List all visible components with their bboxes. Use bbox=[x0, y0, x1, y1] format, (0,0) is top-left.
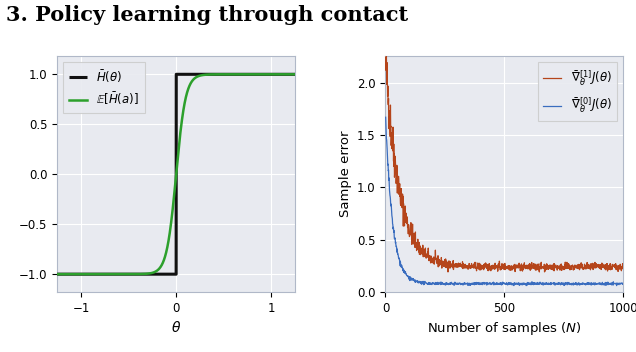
$\mathbb{E}[\bar{H}(a)]$ bbox=[291, 72, 299, 76]
$\bar{\nabla}_{\theta}^{[0]}J(\theta)$ bbox=[545, 282, 553, 286]
$\bar{\nabla}_{\theta}^{[1]}J(\theta)$ bbox=[572, 265, 579, 269]
$\bar{\nabla}_{\theta}^{[1]}J(\theta)$ bbox=[487, 265, 494, 269]
$\bar{\nabla}_{\theta}^{[1]}J(\theta)$ bbox=[546, 264, 553, 268]
$\bar{H}(\theta)$ bbox=[66, 272, 73, 276]
Legend: $\bar{H}(\theta)$, $\mathbb{E}[\bar{H}(a)]$: $\bar{H}(\theta)$, $\mathbb{E}[\bar{H}(a… bbox=[63, 62, 145, 113]
Y-axis label: Sample error: Sample error bbox=[338, 131, 352, 218]
$\bar{\nabla}_{\theta}^{[0]}J(\theta)$ bbox=[478, 281, 486, 285]
$\bar{H}(\theta)$ bbox=[194, 72, 202, 76]
$\mathbb{E}[\bar{H}(a)]$ bbox=[205, 73, 212, 77]
$\bar{H}(\theta)$ bbox=[53, 272, 61, 276]
$\bar{H}(\theta)$ bbox=[205, 72, 212, 76]
$\bar{\nabla}_{\theta}^{[0]}J(\theta)$ bbox=[487, 281, 494, 285]
$\bar{H}(\theta)$ bbox=[172, 72, 180, 76]
$\bar{\nabla}_{\theta}^{[0]}J(\theta)$ bbox=[567, 282, 575, 286]
Line: $\bar{\nabla}_{\theta}^{[1]}J(\theta)$: $\bar{\nabla}_{\theta}^{[1]}J(\theta)$ bbox=[385, 54, 623, 272]
Legend: $\bar{\nabla}_{\theta}^{[1]}J(\theta)$, $\bar{\nabla}_{\theta}^{[0]}J(\theta)$: $\bar{\nabla}_{\theta}^{[1]}J(\theta)$, … bbox=[537, 62, 618, 121]
$\bar{\nabla}_{\theta}^{[0]}J(\theta)$ bbox=[571, 282, 579, 287]
$\mathbb{E}[\bar{H}(a)]$ bbox=[139, 272, 147, 276]
Line: $\bar{H}(\theta)$: $\bar{H}(\theta)$ bbox=[57, 74, 295, 274]
$\bar{H}(\theta)$ bbox=[291, 72, 299, 76]
$\mathbb{E}[\bar{H}(a)]$ bbox=[242, 72, 250, 76]
$\mathbb{E}[\bar{H}(a)]$ bbox=[66, 272, 73, 276]
$\bar{\nabla}_{\theta}^{[1]}J(\theta)$ bbox=[478, 263, 486, 268]
X-axis label: Number of samples ($N$): Number of samples ($N$) bbox=[427, 320, 582, 338]
$\bar{\nabla}_{\theta}^{[1]}J(\theta)$ bbox=[619, 264, 627, 268]
$\bar{\nabla}_{\theta}^{[0]}J(\theta)$ bbox=[613, 283, 621, 288]
$\bar{\nabla}_{\theta}^{[1]}J(\theta)$ bbox=[536, 270, 543, 274]
Line: $\mathbb{E}[\bar{H}(a)]$: $\mathbb{E}[\bar{H}(a)]$ bbox=[57, 74, 295, 274]
$\mathbb{E}[\bar{H}(a)]$ bbox=[230, 72, 237, 76]
$\bar{H}(\theta)$ bbox=[230, 72, 237, 76]
Text: 3. Policy learning through contact: 3. Policy learning through contact bbox=[6, 5, 408, 25]
$\bar{\nabla}_{\theta}^{[0]}J(\theta)$ bbox=[382, 115, 389, 119]
$\bar{\nabla}_{\theta}^{[1]}J(\theta)$ bbox=[406, 233, 414, 237]
$\bar{\nabla}_{\theta}^{[1]}J(\theta)$ bbox=[567, 267, 575, 271]
Line: $\bar{\nabla}_{\theta}^{[0]}J(\theta)$: $\bar{\nabla}_{\theta}^{[0]}J(\theta)$ bbox=[385, 117, 623, 285]
$\mathbb{E}[\bar{H}(a)]$ bbox=[53, 272, 61, 276]
$\bar{H}(\theta)$ bbox=[242, 72, 250, 76]
$\mathbb{E}[\bar{H}(a)]$ bbox=[194, 74, 202, 78]
$\bar{H}(\theta)$ bbox=[139, 272, 147, 276]
$\bar{\nabla}_{\theta}^{[0]}J(\theta)$ bbox=[619, 282, 627, 287]
X-axis label: $\theta$: $\theta$ bbox=[171, 320, 181, 335]
$\bar{\nabla}_{\theta}^{[0]}J(\theta)$ bbox=[406, 275, 414, 279]
$\bar{\nabla}_{\theta}^{[1]}J(\theta)$ bbox=[383, 51, 391, 56]
$\bar{\nabla}_{\theta}^{[1]}J(\theta)$ bbox=[382, 56, 389, 60]
